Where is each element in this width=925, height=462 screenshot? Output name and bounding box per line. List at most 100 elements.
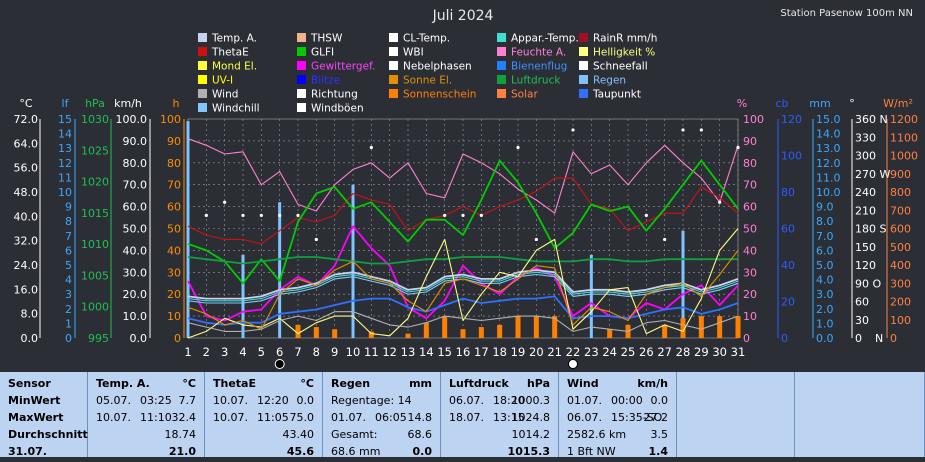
axis-mm-tick: 7.0 <box>816 230 834 243</box>
direction-point <box>571 128 575 132</box>
weather-chart: Juli 2024 Station Pasenow 100m NN Temp. … <box>14 8 919 369</box>
x-tick: 30 <box>712 345 727 359</box>
legend-swatch-appar-temp <box>497 33 506 42</box>
legend-label-windb-en: Windböen <box>311 103 364 115</box>
x-tick: 2 <box>203 345 210 359</box>
stats-header-row: Regen mm <box>323 377 440 394</box>
axis-wm2-tick: 200 <box>890 296 911 309</box>
axis-mm-tick: 2.0 <box>816 303 834 316</box>
stats-row-time: 00:00 <box>611 394 643 407</box>
stats-row: MinWert <box>0 394 87 411</box>
axis-kmh-tick: 70.0 <box>123 179 148 192</box>
stats-row: 21.0 <box>88 445 204 462</box>
direction-point <box>296 213 300 217</box>
legend-swatch-windb-en <box>297 103 306 112</box>
x-tick: 17 <box>474 345 489 359</box>
legend: Temp. A. THSW CL-Temp. Appar.-Temp. RainR mm… <box>198 33 657 115</box>
legend-swatch-windchill <box>198 103 207 112</box>
axis-hpa-tick: 995 <box>88 332 109 345</box>
axis-pct-tick: 70 <box>743 179 757 192</box>
axis-kmh-tick: 90.0 <box>123 135 148 148</box>
series-line-feuchte-a <box>187 138 739 214</box>
direction-point <box>534 237 538 242</box>
axis-deg-tick: 150 <box>855 241 876 254</box>
sunshine-bar <box>405 333 411 338</box>
station-label: Station Pasenow 100m NN <box>780 8 913 19</box>
axis-h-tick: 0 <box>174 332 181 345</box>
stats-row-value: 18.74 <box>164 428 197 441</box>
stats-row: 1 Bft NW 1.4 <box>559 445 676 462</box>
axis-wm2-tick: 600 <box>890 223 911 236</box>
stats-header-name: Luftdruck <box>449 377 509 390</box>
axis-kmh-tick: 20.0 <box>123 288 148 301</box>
x-tick: 9 <box>331 345 338 359</box>
legend-label-uv-i: UV-I <box>212 75 233 87</box>
axis-cb-tick: 40 <box>781 259 795 272</box>
x-tick: 20 <box>529 345 544 359</box>
stats-row: 10.07. 11:05 75.0 <box>205 411 322 428</box>
series-line-wind <box>187 311 739 332</box>
axis-mm-tick: 11.0 <box>816 171 841 184</box>
x-tick: 5 <box>258 345 265 359</box>
stats-column <box>677 372 795 457</box>
axis-cb-tick: 60 <box>781 223 795 236</box>
stats-header-unit: °C <box>182 377 196 390</box>
x-tick: 10 <box>346 345 361 359</box>
direction-point <box>736 145 740 150</box>
x-tick: 18 <box>492 345 507 359</box>
axis-temp-tick: 32.0 <box>14 235 39 248</box>
stats-row-value: 1000.3 <box>511 394 551 407</box>
legend-swatch-mond-el <box>198 61 207 70</box>
stats-row: 06.07. 15:35-SO 27.2 <box>559 411 676 428</box>
x-tick: 4 <box>239 345 246 359</box>
legend-label-gewittergef: Gewittergef. <box>311 61 375 73</box>
axis-hpa-tick: 1010 <box>81 238 109 251</box>
axes: 0.08.016.024.032.040.048.056.064.072.0°C… <box>14 97 919 345</box>
axis-mm-tick: 10.0 <box>816 186 841 199</box>
axis-h-tick: 50 <box>167 223 181 236</box>
stats-row-label: 31.07. <box>8 445 47 458</box>
stats-row-value: 1.4 <box>648 445 669 458</box>
axis-lf-tick: 2 <box>65 303 72 316</box>
axis-wm2-tick: 100 <box>890 314 911 327</box>
stats-row-value: 27.2 <box>643 411 669 424</box>
legend-label-helligkeit: Helligkeit % <box>593 47 655 59</box>
axis-h-tick: 60 <box>167 201 181 214</box>
stats-row-time: 13:15 <box>493 411 525 424</box>
sunshine-bar <box>662 324 668 338</box>
stats-row-value: 45.6 <box>286 445 314 458</box>
direction-point <box>479 213 483 217</box>
axis-pct-tick: 90 <box>743 135 757 148</box>
legend-swatch-schneefall <box>579 61 588 70</box>
axis-deg-tick: 270 W <box>855 168 890 181</box>
legend-label-temp-a: Temp. A. <box>211 33 257 45</box>
stats-row-value: 0.0 <box>412 445 433 458</box>
axis-mm-tick: 1.0 <box>816 317 834 330</box>
axis-cb-tick: 120 <box>781 113 802 126</box>
axis-cb-tick: 20 <box>781 296 795 309</box>
axis-lf-tick: 5 <box>65 259 72 272</box>
stats-header-row: Sensor <box>0 377 87 394</box>
stats-header-row: Wind km/h <box>559 377 676 394</box>
axis-deg-tick: 60 <box>855 296 869 309</box>
legend-swatch-sonnenschein <box>389 89 398 98</box>
axis-cb-tick: 80 <box>781 186 795 199</box>
chart-title: Juli 2024 <box>432 8 494 24</box>
axis-temp-tick: 48.0 <box>14 186 39 199</box>
legend-label-blitze: Blitze <box>311 75 340 87</box>
x-tick: 12 <box>382 345 397 359</box>
rain-bar <box>241 254 245 338</box>
stats-row: 01.07. 06:05 14.8 <box>323 411 440 428</box>
rain-bar <box>278 202 282 338</box>
x-axis: 1 2 3 4 5 6 7 8 9 10 11 12 13 14 15 16 17 18 19 20 21 22 23 24 2… <box>184 345 745 369</box>
stats-row-date: 10.07. <box>96 411 131 424</box>
stats-row: MaxWert <box>0 411 87 428</box>
stats-row-value: 32.4 <box>171 411 197 424</box>
x-tick: 11 <box>364 345 379 359</box>
legend-swatch-solar <box>497 89 506 98</box>
stats-header-name: Regen <box>331 377 371 390</box>
axis-temp-tick: 56.0 <box>14 162 39 175</box>
sunshine-bar <box>717 316 723 338</box>
axis-pct-tick: 80 <box>743 157 757 170</box>
axis-hpa-tick: 1025 <box>81 144 109 157</box>
